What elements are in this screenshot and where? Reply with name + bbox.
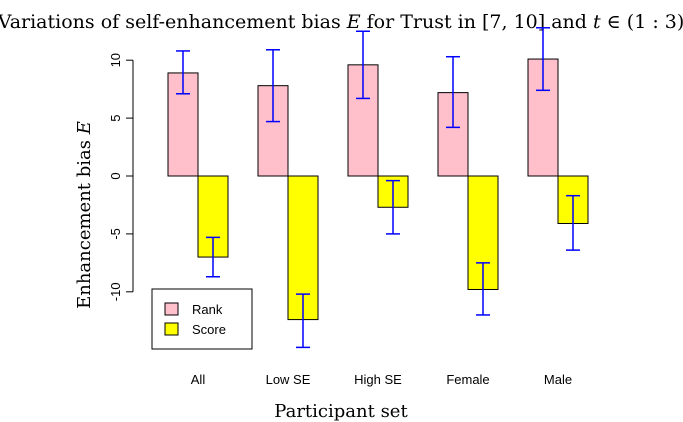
y-tick-label: -5 xyxy=(108,228,123,240)
y-axis-label: Enhancement bias E xyxy=(74,121,95,309)
error-bars xyxy=(176,27,580,349)
y-axis-label-variable: E xyxy=(74,121,95,135)
y-axis: 10 5 0 -5 -10 xyxy=(108,53,134,301)
title-variable: E xyxy=(346,11,361,33)
x-tick-label: All xyxy=(191,372,206,387)
legend: Rank Score xyxy=(151,288,253,350)
x-tick-label: Male xyxy=(544,372,572,387)
y-tick-label: 10 xyxy=(108,53,123,67)
title-prefix: Variations of self-enhancement bias xyxy=(0,11,347,33)
x-tick-label: Low SE xyxy=(266,372,311,387)
y-tick-label: -10 xyxy=(108,282,123,301)
legend-box xyxy=(151,288,253,350)
title-t: t xyxy=(593,11,601,33)
legend-label-score: Score xyxy=(192,322,226,337)
x-tick-label: Female xyxy=(446,372,489,387)
legend-label-rank: Rank xyxy=(192,302,223,317)
x-tick-labels: All Low SE High SE Female Male xyxy=(191,372,572,387)
bars xyxy=(167,58,589,321)
y-axis-label-text: Enhancement bias xyxy=(74,140,95,309)
chart-title: Variations of self-enhancement bias E fo… xyxy=(0,11,683,33)
y-tick-label: 0 xyxy=(108,172,123,179)
legend-swatch-rank xyxy=(164,302,179,316)
x-tick-label: High SE xyxy=(354,372,402,387)
y-tick-label: 5 xyxy=(108,114,123,121)
title-mid: for Trust in [7, 10] and xyxy=(361,11,593,33)
legend-swatch-score xyxy=(164,322,179,336)
x-axis-label: Participant set xyxy=(274,401,408,422)
title-suffix: ∈ (1 : 3) xyxy=(601,11,683,33)
